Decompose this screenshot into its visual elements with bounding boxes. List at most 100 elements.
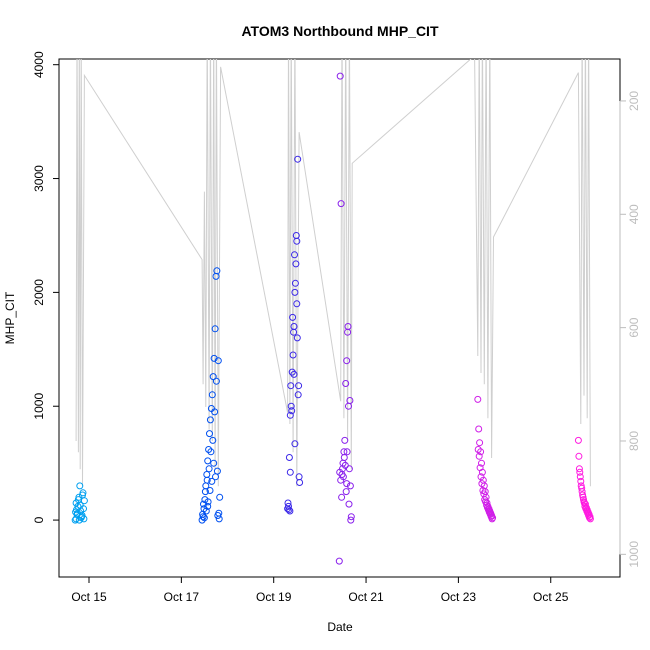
data-point (343, 357, 351, 365)
y-tick-label: 1000 (32, 393, 46, 420)
data-point (579, 491, 587, 499)
data-point (477, 473, 485, 481)
data-point (209, 373, 217, 381)
data-point (347, 516, 355, 524)
points-layer (71, 72, 594, 565)
y2-tick-label: 200 (627, 91, 641, 111)
data-point (76, 482, 84, 490)
data-point (341, 461, 349, 469)
data-point (474, 446, 482, 453)
x-tick-label: Oct 17 (164, 590, 200, 604)
data-point (485, 508, 493, 516)
data-point (290, 370, 298, 378)
y-tick-label: 0 (32, 516, 46, 523)
data-point (335, 557, 343, 565)
data-point (213, 467, 221, 475)
data-point (342, 380, 350, 387)
data-point (206, 416, 214, 424)
data-point (478, 480, 486, 488)
data-point (574, 436, 582, 444)
data-point (478, 459, 485, 467)
data-point (289, 351, 297, 359)
data-point (578, 484, 586, 492)
x-tick-label: Oct 19 (256, 590, 292, 604)
data-point (295, 473, 303, 481)
data-point (580, 499, 588, 507)
data-point (204, 498, 212, 506)
data-point (340, 454, 348, 461)
data-point (78, 512, 86, 519)
data-point (214, 357, 222, 365)
data-point (79, 489, 87, 497)
data-point (215, 515, 223, 523)
data-point (487, 513, 495, 521)
y2-tick-label: 600 (627, 317, 641, 337)
data-point (476, 439, 484, 447)
x-tick-label: Oct 15 (71, 590, 107, 604)
data-point (199, 510, 207, 518)
data-point (289, 313, 297, 321)
data-point (212, 377, 220, 385)
data-point (203, 471, 211, 478)
data-point (292, 232, 300, 239)
data-point (216, 493, 224, 501)
data-point (336, 468, 344, 476)
data-point (76, 501, 84, 509)
data-point (72, 508, 80, 516)
data-point (286, 411, 294, 419)
data-point (285, 454, 293, 461)
data-point (285, 502, 292, 510)
x-tick-label: Oct 23 (441, 590, 477, 604)
y-tick-label: 2000 (32, 279, 46, 306)
x-axis-label: Date (327, 620, 353, 634)
y2-tick-label: 800 (627, 431, 641, 451)
data-point (338, 493, 346, 501)
data-point (206, 487, 214, 494)
data-point (208, 477, 216, 485)
data-point (291, 440, 299, 448)
data-point (341, 436, 349, 444)
data-point (213, 267, 221, 275)
data-point (203, 476, 211, 484)
data-point (577, 477, 585, 485)
data-point (206, 430, 213, 438)
data-point (207, 448, 215, 456)
data-point (205, 465, 213, 473)
data-point (294, 155, 302, 163)
data-point (211, 408, 219, 416)
data-point (208, 391, 216, 399)
data-point (480, 490, 488, 498)
data-point (586, 513, 594, 521)
data-point (584, 508, 592, 516)
data-point (210, 459, 218, 467)
data-point (343, 480, 351, 488)
depth-line-layer (75, 59, 591, 487)
data-point (347, 513, 355, 521)
data-point (479, 487, 487, 494)
data-point (210, 354, 218, 362)
data-point (580, 496, 587, 504)
data-point (201, 488, 209, 496)
data-point (204, 502, 212, 510)
data-point (291, 251, 298, 259)
data-point (476, 464, 484, 472)
data-point (484, 504, 491, 512)
data-point (288, 368, 296, 376)
data-point (293, 237, 301, 245)
depth-line (75, 59, 591, 487)
data-point (286, 468, 294, 476)
data-point (344, 323, 352, 330)
data-point (288, 407, 296, 415)
y-tick-label: 3000 (32, 165, 46, 192)
data-point (346, 397, 354, 404)
data-point (80, 515, 88, 523)
data-point (209, 436, 217, 444)
axes-layer: 0 1000 2000 3000 4000 200 400 600 800 1000 Oct 15 O… (32, 51, 641, 604)
y-tick-label: 4000 (32, 51, 46, 78)
data-point (575, 465, 583, 473)
data-point (575, 452, 583, 460)
data-point (295, 382, 303, 390)
data-point (291, 288, 299, 296)
data-point (292, 260, 300, 268)
